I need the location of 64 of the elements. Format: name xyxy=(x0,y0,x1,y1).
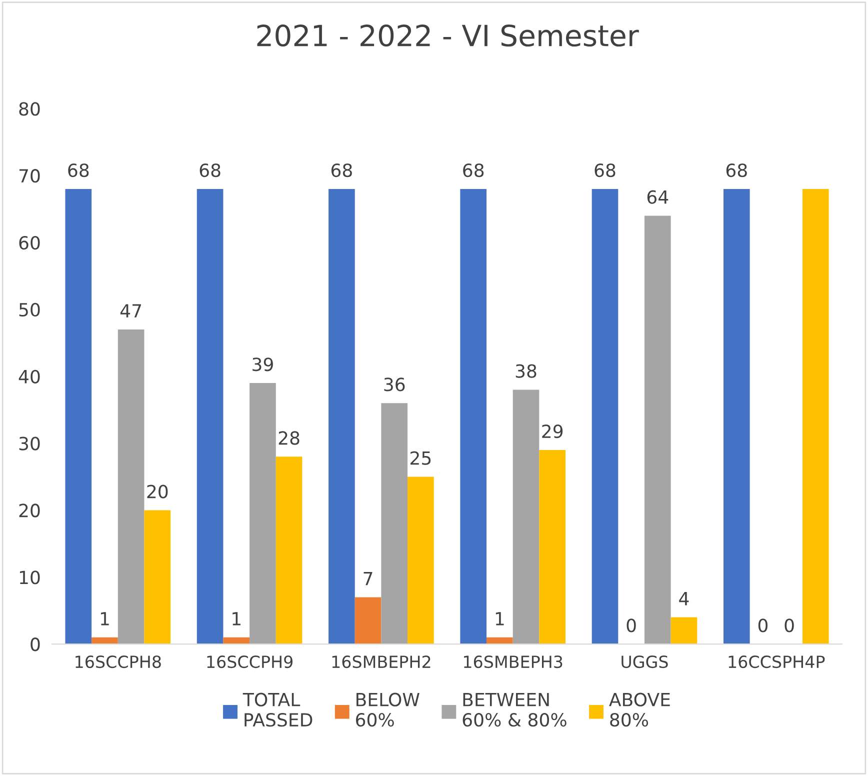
data-label: 68 xyxy=(594,163,616,178)
data-label: 25 xyxy=(410,451,431,465)
bar xyxy=(92,637,118,644)
bar xyxy=(723,188,750,644)
bar xyxy=(539,450,566,644)
data-label: 68 xyxy=(200,163,220,178)
bar xyxy=(670,617,698,644)
x-tick-label: 16SCCPH8 xyxy=(76,655,161,668)
data-label: 36 xyxy=(384,378,405,392)
bar xyxy=(512,390,540,644)
data-label: 1 xyxy=(100,612,109,626)
data-label: 7 xyxy=(364,572,372,586)
bar xyxy=(408,476,434,644)
data-label: 1 xyxy=(232,612,240,626)
data-label: 28 xyxy=(278,431,300,445)
data-label: 68 xyxy=(68,163,89,178)
legend-label: BETWEEN 60% & 80% xyxy=(462,693,566,727)
bar xyxy=(644,216,671,644)
data-label: 0 xyxy=(784,618,794,632)
bar xyxy=(65,188,92,644)
y-tick-label: 20 xyxy=(19,504,40,518)
legend-label: BELOW 60% xyxy=(356,692,420,727)
bar xyxy=(381,403,408,644)
y-tick-label: 50 xyxy=(19,302,40,317)
x-tick-label: UGGS xyxy=(622,655,668,668)
bar xyxy=(223,637,250,644)
data-label: 4 xyxy=(679,592,689,606)
y-tick-label: 30 xyxy=(19,436,40,450)
bar xyxy=(276,456,302,644)
x-tick-label: 16SMBEPH3 xyxy=(464,655,562,668)
bar xyxy=(328,188,355,644)
data-label: 47 xyxy=(120,304,142,318)
bar xyxy=(354,597,382,644)
data-label: 0 xyxy=(758,618,768,632)
data-label: 1 xyxy=(496,612,504,626)
bar xyxy=(802,188,829,644)
bar xyxy=(144,510,171,644)
bar xyxy=(196,188,224,644)
x-tick-label: 16CCSPH4P xyxy=(728,655,825,668)
chart-title: 2021 - 2022 - VI Semester xyxy=(257,24,639,47)
y-tick-label: 40 xyxy=(18,370,40,384)
data-label: 0 xyxy=(626,618,636,632)
y-tick-label: 60 xyxy=(19,236,40,250)
data-label: 39 xyxy=(252,358,273,372)
data-label: 20 xyxy=(147,484,168,498)
bar xyxy=(250,383,276,644)
data-label: 64 xyxy=(647,190,668,204)
data-label: 29 xyxy=(542,424,563,438)
bar xyxy=(486,637,513,644)
legend-label: TOTAL PASSED xyxy=(242,692,312,727)
x-tick-label: 16SCCPH9 xyxy=(207,655,292,668)
y-tick-label: 70 xyxy=(19,169,40,183)
legend-label: ABOVE 80% xyxy=(609,692,670,727)
bar xyxy=(460,188,487,644)
y-tick-label: 0 xyxy=(30,638,40,652)
y-tick-label: 80 xyxy=(19,102,40,116)
data-label: 68 xyxy=(331,163,352,178)
data-label: 68 xyxy=(726,163,747,178)
bar xyxy=(118,330,144,644)
data-label: 38 xyxy=(516,364,536,378)
x-tick-label: 16SMBEPH2 xyxy=(332,655,430,668)
data-label: 68 xyxy=(463,163,484,178)
bar xyxy=(592,188,618,644)
y-tick-label: 10 xyxy=(20,570,40,584)
